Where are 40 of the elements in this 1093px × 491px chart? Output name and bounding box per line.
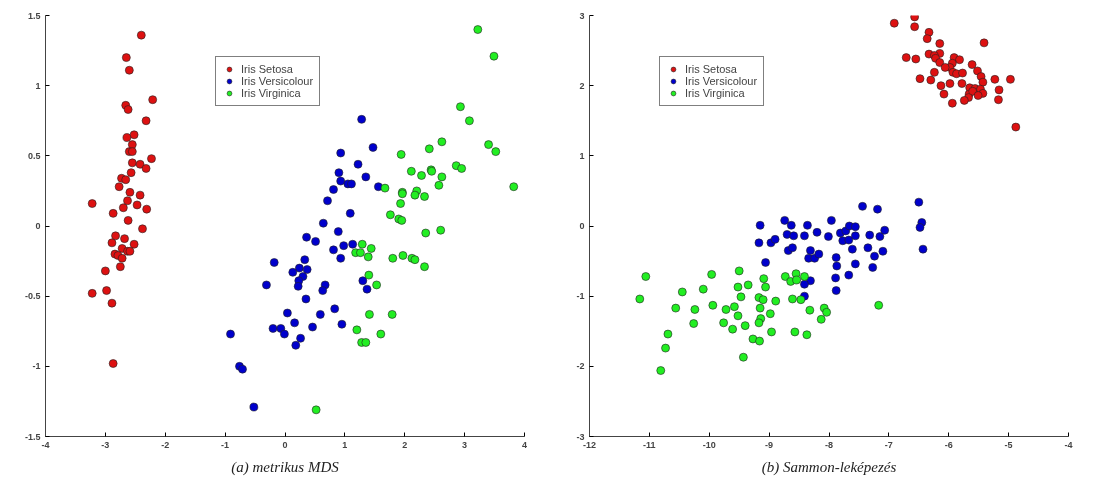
x-tick-label: -6 (944, 439, 953, 450)
y-tick-label: 0.5 (27, 150, 41, 161)
legend-label: Iris Setosa (241, 63, 293, 75)
text: (b) Sammon-leképezés (761, 458, 897, 476)
x-tick-label: -11 (643, 439, 656, 450)
x-tick-label: -9 (765, 439, 774, 450)
x-tick-label: 1 (342, 439, 348, 450)
x-tick-label: -2 (161, 439, 170, 450)
y-tick-label: -1.5 (24, 431, 41, 442)
x-tick-label: 4 (522, 439, 528, 450)
x-tick-label: -3 (101, 439, 110, 450)
x-tick-label: -5 (1004, 439, 1013, 450)
y-tick-label: 1.5 (27, 10, 41, 21)
x-tick-label: -7 (884, 439, 893, 450)
y-tick-label: 0 (579, 221, 585, 231)
y-tick-label: -1 (32, 361, 41, 372)
y-tick-label: 2 (579, 80, 585, 91)
y-tick-label: -3 (576, 431, 585, 442)
y-tick-label: 1 (579, 150, 585, 161)
legend-label: Iris Versicolour (685, 75, 758, 87)
y-tick-label: 1 (35, 80, 41, 91)
y-tick-label: 0 (35, 221, 41, 231)
y-tick-label: -2 (576, 361, 585, 372)
text: (a) metrikus MDS (231, 458, 340, 476)
x-tick-label: -1 (221, 439, 230, 450)
legend-label: Iris Virginica (241, 87, 301, 99)
y-tick-label: -1 (576, 291, 585, 302)
x-tick-label: -4 (1064, 439, 1073, 450)
x-tick-label: 2 (402, 439, 408, 450)
legend-label: Iris Virginica (685, 87, 745, 99)
y-tick-label: -0.5 (24, 291, 41, 302)
legend-label: Iris Versicolour (241, 75, 314, 87)
x-tick-label: -12 (583, 439, 597, 450)
x-tick-label: 3 (462, 439, 468, 450)
x-tick-label: 0 (282, 439, 288, 450)
legend-label: Iris Setosa (685, 63, 737, 75)
x-tick-label: -10 (702, 439, 716, 450)
y-tick-label: 3 (579, 10, 585, 21)
x-tick-label: -4 (41, 439, 50, 450)
x-tick-label: -8 (825, 439, 834, 450)
